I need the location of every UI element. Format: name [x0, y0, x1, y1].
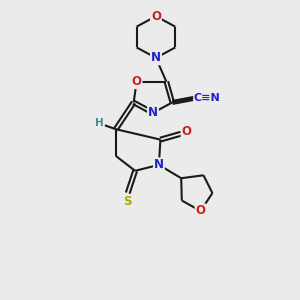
Text: N: N [154, 158, 164, 171]
Text: O: O [182, 125, 192, 138]
Text: O: O [132, 75, 142, 88]
Text: N: N [148, 106, 158, 119]
Text: O: O [151, 10, 161, 23]
Text: H: H [95, 118, 104, 128]
Text: O: O [196, 204, 206, 218]
Text: C≡N: C≡N [194, 93, 221, 103]
Text: S: S [124, 195, 132, 208]
Text: N: N [151, 51, 161, 64]
